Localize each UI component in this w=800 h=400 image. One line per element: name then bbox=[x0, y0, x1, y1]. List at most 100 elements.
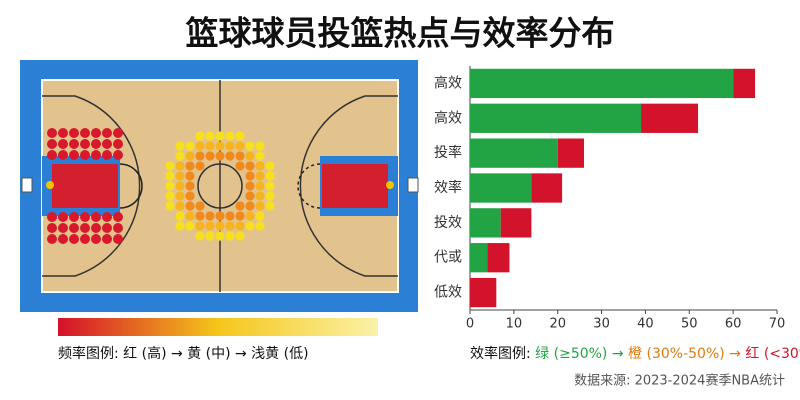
heat-dot bbox=[215, 221, 225, 231]
heat-dot bbox=[245, 221, 255, 231]
heat-dot bbox=[225, 131, 235, 141]
y-tick-label: 效率 bbox=[434, 179, 462, 196]
legend-arrow: → bbox=[612, 346, 624, 362]
heat-dot bbox=[265, 201, 275, 211]
heat-dot bbox=[205, 221, 215, 231]
rim-right bbox=[386, 181, 394, 189]
heat-dot bbox=[185, 181, 195, 191]
heat-dot bbox=[235, 201, 245, 211]
heat-dot bbox=[245, 161, 255, 171]
heat-dot bbox=[165, 191, 175, 201]
heat-dot bbox=[245, 201, 255, 211]
heat-dot bbox=[205, 151, 215, 161]
heat-dot bbox=[255, 171, 265, 181]
heat-dot bbox=[69, 150, 79, 160]
heat-dot bbox=[175, 201, 185, 211]
heat-dot bbox=[255, 161, 265, 171]
bar-segment bbox=[641, 103, 699, 133]
legend-range: (30%-50%) bbox=[647, 346, 725, 362]
heat-dot bbox=[245, 211, 255, 221]
heat-dot bbox=[195, 161, 205, 171]
y-tick-label: 低效 bbox=[434, 285, 462, 301]
title: 篮球球员投篮热点与效率分布 bbox=[186, 14, 615, 53]
heat-dot bbox=[195, 151, 205, 161]
heat-dot bbox=[47, 212, 57, 222]
heat-dot bbox=[255, 191, 265, 201]
bar-segment bbox=[733, 68, 756, 99]
three-point-left bbox=[42, 95, 141, 277]
heat-dot bbox=[165, 201, 175, 211]
heat-dot bbox=[185, 191, 195, 201]
heat-dot bbox=[113, 128, 123, 138]
heat-dot bbox=[80, 212, 90, 222]
source: 数据来源: 2023-2024赛季NBA统计 bbox=[574, 373, 785, 389]
heat-dot bbox=[265, 161, 275, 171]
heat-dot bbox=[175, 171, 185, 181]
paint-left bbox=[52, 164, 118, 208]
heat-dot bbox=[69, 223, 79, 233]
heat-dot bbox=[195, 131, 205, 141]
heat-dot bbox=[102, 128, 112, 138]
heat-dot bbox=[69, 234, 79, 244]
x-tick-label: 30 bbox=[593, 317, 610, 332]
heat-dot bbox=[113, 212, 123, 222]
heat-dot bbox=[245, 191, 255, 201]
heat-dot bbox=[91, 223, 101, 233]
hoop-right bbox=[407, 177, 419, 193]
heat-dot bbox=[102, 223, 112, 233]
heat-dot bbox=[175, 211, 185, 221]
heat-dot bbox=[225, 221, 235, 231]
heat-dot bbox=[47, 223, 57, 233]
heat-dot bbox=[175, 161, 185, 171]
heat-dot bbox=[165, 161, 175, 171]
heat-dot bbox=[58, 139, 68, 149]
heat-dot bbox=[195, 201, 205, 211]
heat-dot bbox=[245, 181, 255, 191]
bar-segment bbox=[470, 68, 734, 99]
bar-segment bbox=[470, 173, 532, 203]
heat-dot bbox=[113, 150, 123, 160]
heat-dot bbox=[91, 212, 101, 222]
heat-dot bbox=[255, 141, 265, 151]
x-tick-label: 50 bbox=[681, 317, 698, 332]
legend-range: (<30%) bbox=[764, 346, 800, 362]
heat-dot bbox=[80, 150, 90, 160]
hoop-left bbox=[21, 177, 33, 193]
heat-dot bbox=[80, 128, 90, 138]
heat-dot bbox=[58, 234, 68, 244]
heat-dot bbox=[215, 211, 225, 221]
bar-segment bbox=[487, 243, 510, 273]
heat-dot bbox=[205, 211, 215, 221]
heat-dot bbox=[235, 151, 245, 161]
bar-segment bbox=[470, 277, 497, 308]
heat-dot bbox=[255, 211, 265, 221]
heat-dot bbox=[205, 131, 215, 141]
heat-dot bbox=[58, 150, 68, 160]
heat-dot bbox=[215, 231, 225, 241]
heat-dot bbox=[69, 139, 79, 149]
heat-dot bbox=[165, 171, 175, 181]
bar-segment bbox=[470, 138, 558, 168]
legend-range: (≥50%) bbox=[554, 346, 608, 362]
heat-dot bbox=[58, 212, 68, 222]
heat-dot bbox=[185, 141, 195, 151]
x-tick-label: 40 bbox=[637, 317, 654, 332]
heat-dot bbox=[185, 161, 195, 171]
heat-dot bbox=[80, 139, 90, 149]
heat-dot bbox=[235, 231, 245, 241]
heat-dot bbox=[58, 223, 68, 233]
heat-dot bbox=[265, 181, 275, 191]
x-tick-label: 0 bbox=[466, 317, 474, 332]
bar-segment bbox=[531, 173, 563, 203]
legend-item: 橙 bbox=[628, 346, 642, 362]
heat-dot bbox=[245, 151, 255, 161]
heat-dot bbox=[195, 211, 205, 221]
heat-dot bbox=[225, 141, 235, 151]
heat-dot bbox=[205, 141, 215, 151]
x-tick-label: 10 bbox=[506, 317, 523, 332]
heat-dot bbox=[225, 151, 235, 161]
heat-dot bbox=[102, 139, 112, 149]
bar-segment bbox=[500, 208, 532, 238]
heat-dot bbox=[113, 234, 123, 244]
